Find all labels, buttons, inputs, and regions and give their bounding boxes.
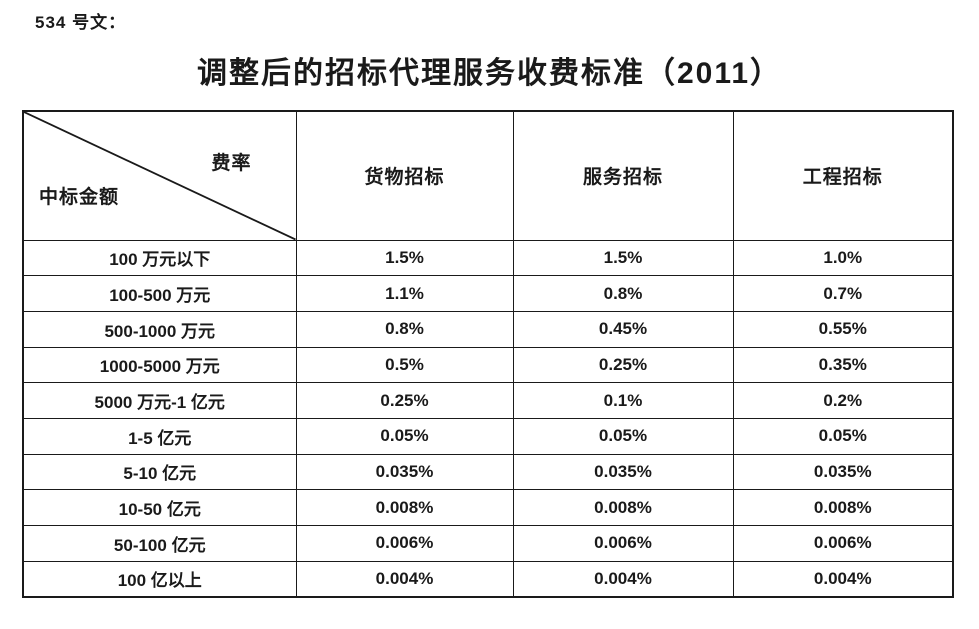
column-header-service: 服务招标 [512, 110, 734, 241]
engineering-rate-cell: 0.006% [732, 525, 954, 562]
table-row: 1000-5000 万元 0.5% 0.25% 0.35% [22, 346, 954, 384]
service-rate-cell: 0.45% [512, 310, 734, 348]
amount-range-cell: 500-1000 万元 [22, 310, 297, 348]
goods-rate-cell: 0.006% [295, 525, 514, 562]
amount-range-cell: 100 亿以上 [22, 560, 297, 598]
fee-table: 费率 中标金额 货物招标 服务招标 工程招标 100 万元以下 1.5% 1.5… [22, 110, 954, 598]
engineering-rate-cell: 0.2% [732, 382, 954, 419]
service-rate-cell: 0.004% [512, 560, 734, 598]
doc-number-label: 534 号文： [35, 13, 127, 32]
amount-range-cell: 1-5 亿元 [22, 417, 297, 455]
goods-rate-cell: 0.8% [295, 310, 514, 348]
table-row: 100-500 万元 1.1% 0.8% 0.7% [22, 275, 954, 312]
header-row: 费率 中标金额 货物招标 服务招标 工程招标 [22, 110, 954, 241]
service-rate-cell: 0.05% [512, 417, 734, 455]
corner-label-rate: 费率 [211, 153, 252, 174]
diagonal-divider-line [24, 112, 296, 240]
goods-rate-cell: 0.05% [295, 417, 514, 455]
goods-rate-cell: 0.008% [295, 489, 514, 526]
service-rate-cell: 1.5% [512, 239, 734, 277]
engineering-rate-cell: 1.0% [732, 239, 954, 277]
goods-rate-cell: 0.5% [295, 346, 514, 384]
table-row: 100 亿以上 0.004% 0.004% 0.004% [22, 560, 954, 598]
table-row: 100 万元以下 1.5% 1.5% 1.0% [22, 239, 954, 277]
table-row: 1-5 亿元 0.05% 0.05% 0.05% [22, 417, 954, 455]
engineering-rate-cell: 0.55% [732, 310, 954, 348]
amount-range-cell: 5-10 亿元 [22, 453, 297, 491]
table-row: 5-10 亿元 0.035% 0.035% 0.035% [22, 453, 954, 491]
engineering-rate-cell: 0.004% [732, 560, 954, 598]
page-title: 调整后的招标代理服务收费标准（2011） [196, 57, 783, 90]
engineering-rate-cell: 0.008% [732, 489, 954, 526]
engineering-rate-cell: 0.7% [732, 275, 954, 312]
goods-rate-cell: 1.1% [295, 275, 514, 312]
amount-range-cell: 1000-5000 万元 [22, 346, 297, 384]
amount-range-cell: 5000 万元-1 亿元 [22, 382, 297, 419]
amount-range-cell: 10-50 亿元 [22, 489, 297, 526]
corner-header-cell: 费率 中标金额 [22, 110, 297, 241]
amount-range-cell: 100 万元以下 [22, 239, 297, 277]
table-row: 50-100 亿元 0.006% 0.006% 0.006% [22, 525, 954, 562]
goods-rate-cell: 0.004% [295, 560, 514, 598]
engineering-rate-cell: 0.035% [732, 453, 954, 491]
column-header-engineering: 工程招标 [732, 110, 954, 241]
goods-rate-cell: 0.035% [295, 453, 514, 491]
service-rate-cell: 0.25% [512, 346, 734, 384]
column-header-goods: 货物招标 [295, 110, 514, 241]
service-rate-cell: 0.006% [512, 525, 734, 562]
table-row: 10-50 亿元 0.008% 0.008% 0.008% [22, 489, 954, 526]
amount-range-cell: 50-100 亿元 [22, 525, 297, 562]
engineering-rate-cell: 0.35% [732, 346, 954, 384]
goods-rate-cell: 1.5% [295, 239, 514, 277]
amount-range-cell: 100-500 万元 [22, 275, 297, 312]
service-rate-cell: 0.8% [512, 275, 734, 312]
table-row: 5000 万元-1 亿元 0.25% 0.1% 0.2% [22, 382, 954, 419]
table-row: 500-1000 万元 0.8% 0.45% 0.55% [22, 310, 954, 348]
engineering-rate-cell: 0.05% [732, 417, 954, 455]
service-rate-cell: 0.008% [512, 489, 734, 526]
goods-rate-cell: 0.25% [295, 382, 514, 419]
service-rate-cell: 0.035% [512, 453, 734, 491]
corner-label-amount: 中标金额 [39, 187, 120, 208]
service-rate-cell: 0.1% [512, 382, 734, 419]
